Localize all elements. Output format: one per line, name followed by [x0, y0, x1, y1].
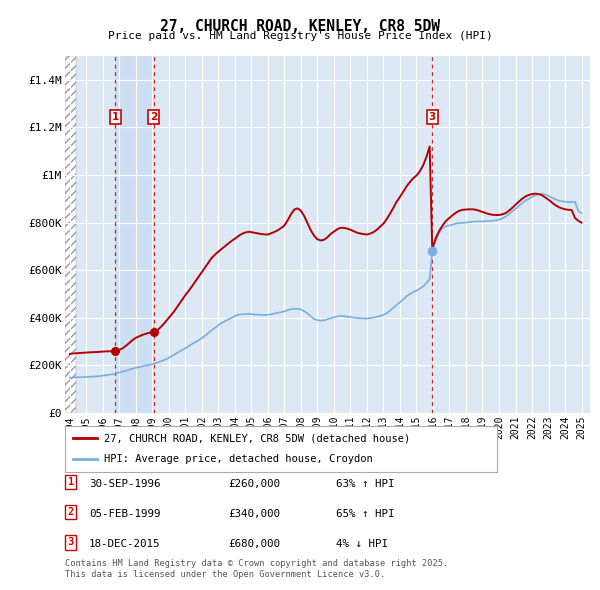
Text: 4% ↓ HPI: 4% ↓ HPI: [336, 539, 388, 549]
Text: 05-FEB-1999: 05-FEB-1999: [89, 509, 160, 519]
Text: 1: 1: [112, 112, 119, 122]
Text: £340,000: £340,000: [228, 509, 280, 519]
Text: 63% ↑ HPI: 63% ↑ HPI: [336, 479, 395, 489]
Text: Contains HM Land Registry data © Crown copyright and database right 2025.: Contains HM Land Registry data © Crown c…: [65, 559, 448, 568]
Text: 65% ↑ HPI: 65% ↑ HPI: [336, 509, 395, 519]
Text: This data is licensed under the Open Government Licence v3.0.: This data is licensed under the Open Gov…: [65, 570, 385, 579]
Text: 2: 2: [68, 507, 74, 517]
Text: 3: 3: [428, 112, 436, 122]
Text: 3: 3: [68, 537, 74, 547]
Text: £680,000: £680,000: [228, 539, 280, 549]
Bar: [65, 56, 76, 413]
Text: HPI: Average price, detached house, Croydon: HPI: Average price, detached house, Croy…: [104, 454, 373, 464]
Text: 2: 2: [150, 112, 157, 122]
Text: 27, CHURCH ROAD, KENLEY, CR8 5DW: 27, CHURCH ROAD, KENLEY, CR8 5DW: [160, 19, 440, 34]
Text: 1: 1: [68, 477, 74, 487]
Text: 30-SEP-1996: 30-SEP-1996: [89, 479, 160, 489]
Text: 18-DEC-2015: 18-DEC-2015: [89, 539, 160, 549]
Bar: [115, 56, 154, 413]
Text: £260,000: £260,000: [228, 479, 280, 489]
Text: 27, CHURCH ROAD, KENLEY, CR8 5DW (detached house): 27, CHURCH ROAD, KENLEY, CR8 5DW (detach…: [104, 434, 410, 444]
Text: Price paid vs. HM Land Registry's House Price Index (HPI): Price paid vs. HM Land Registry's House …: [107, 31, 493, 41]
